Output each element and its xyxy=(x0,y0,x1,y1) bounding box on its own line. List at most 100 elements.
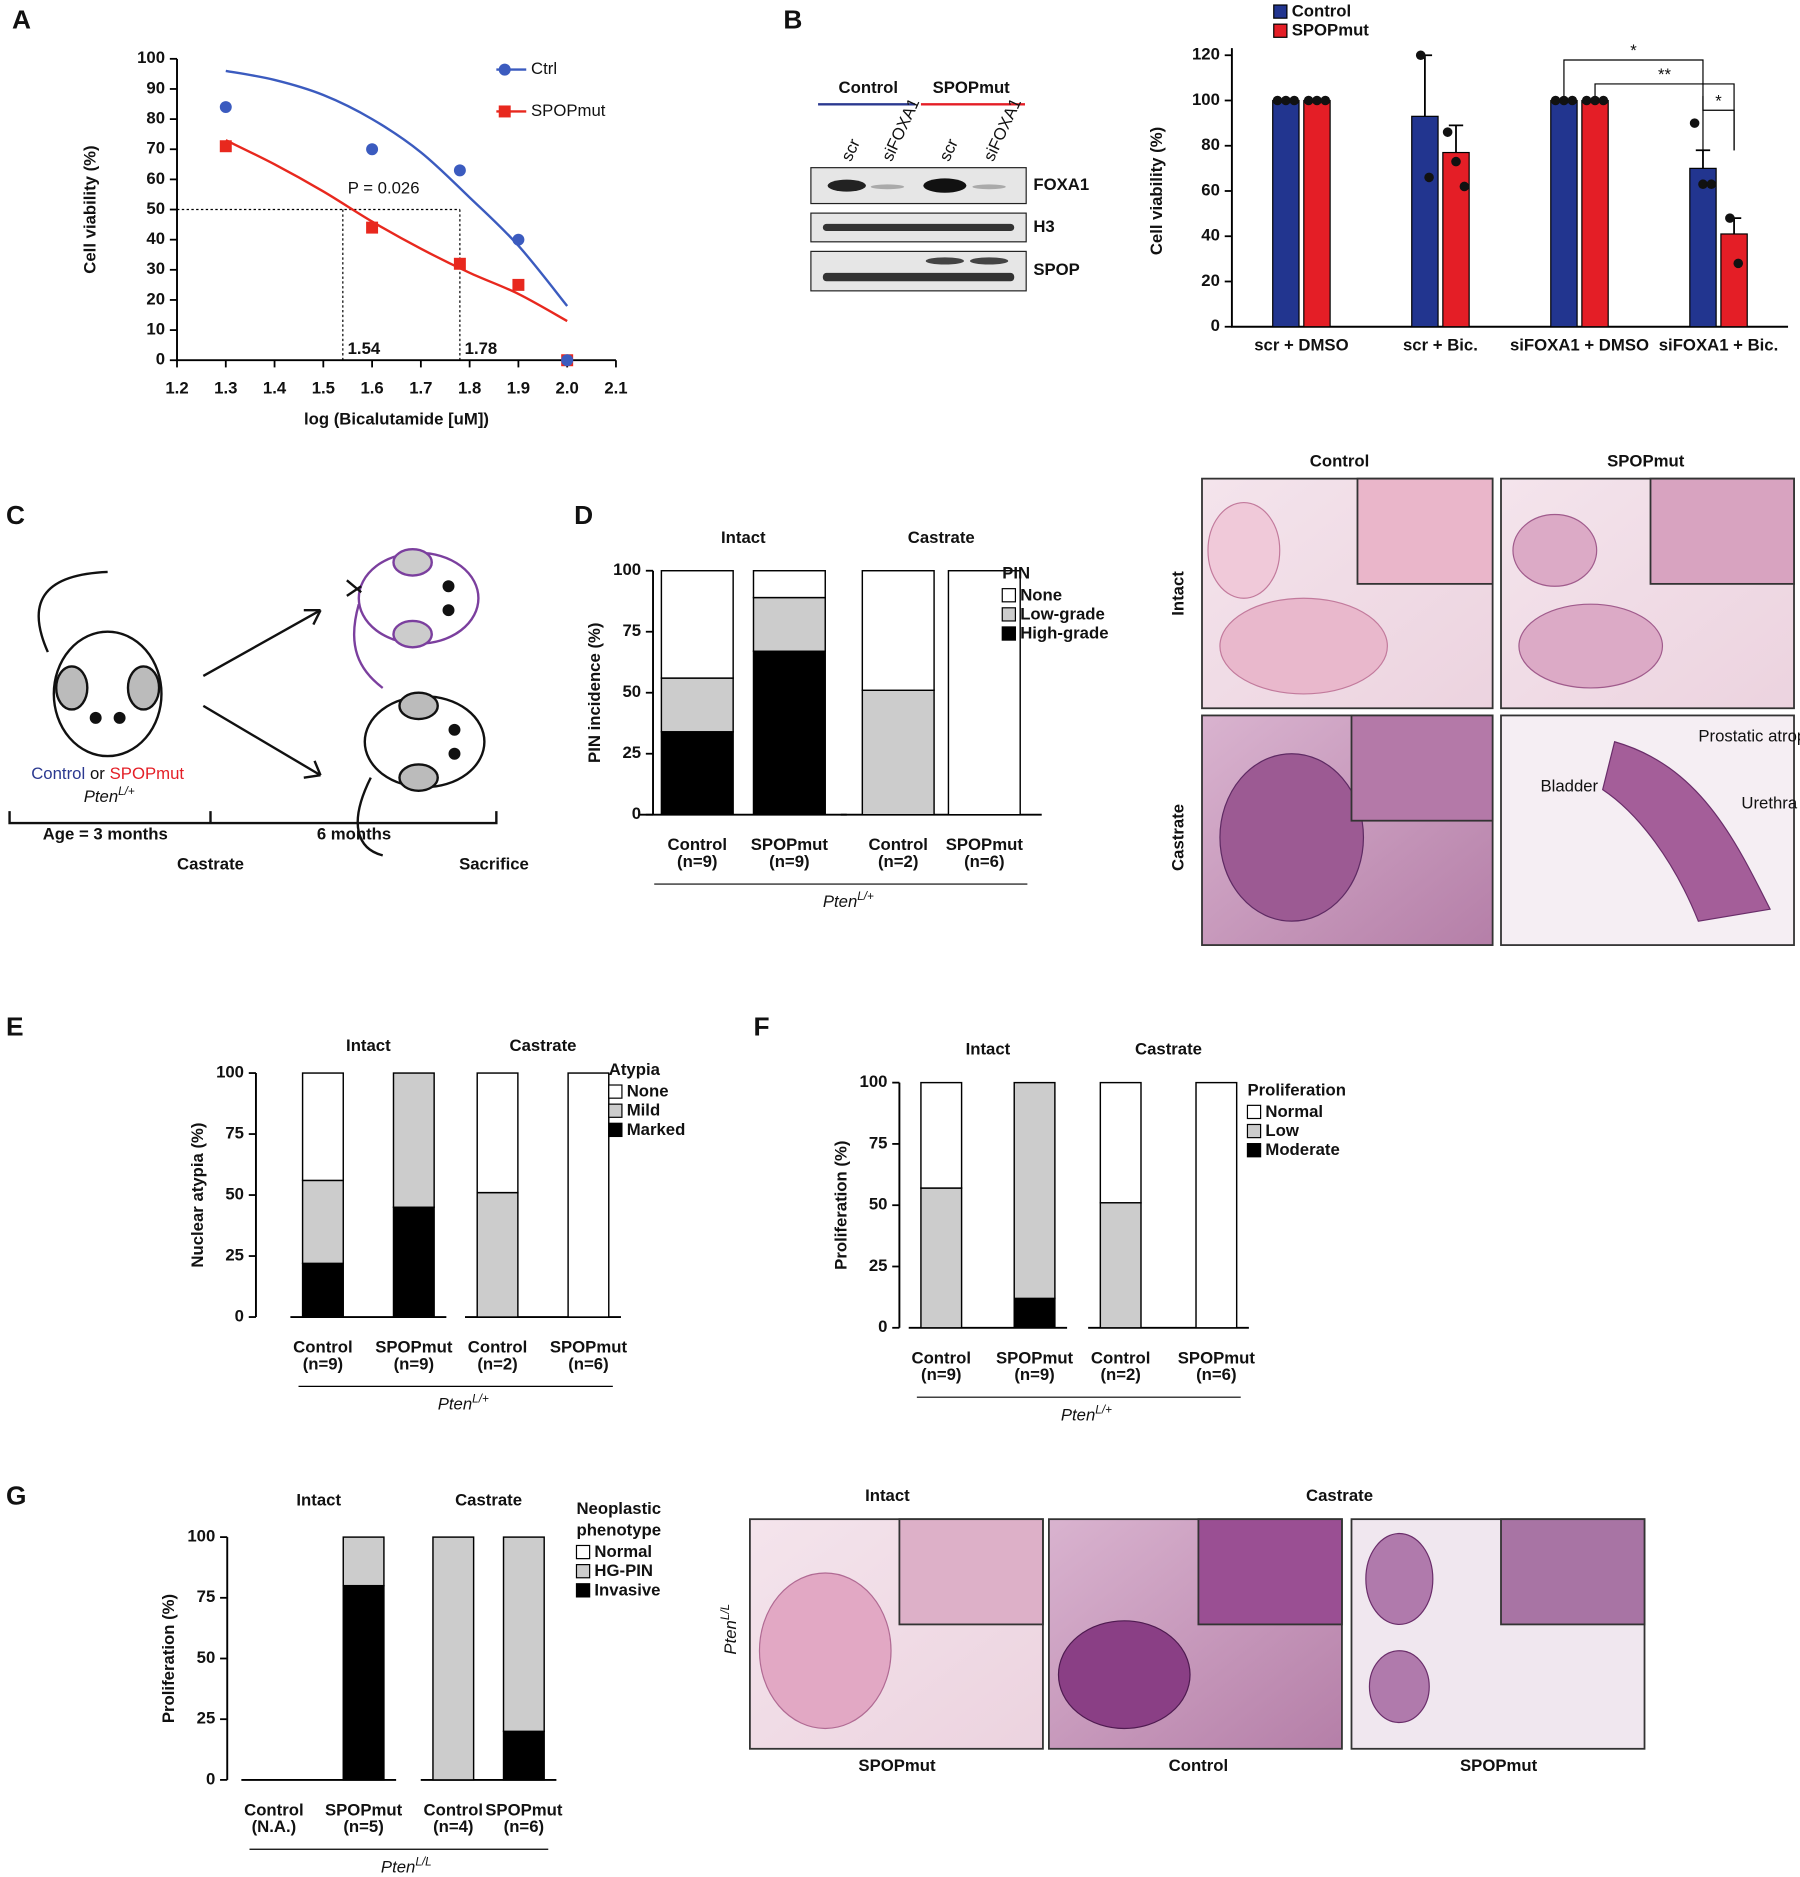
tissue xyxy=(758,1572,892,1730)
tissue xyxy=(1207,501,1281,599)
panel-label: C xyxy=(6,500,25,530)
mouse-ear xyxy=(392,619,433,649)
bar xyxy=(1272,99,1300,328)
bar-segment xyxy=(432,1536,475,1781)
y-tick-label: 0 xyxy=(1211,316,1220,335)
error-bar xyxy=(1695,149,1711,169)
or-label: or xyxy=(90,765,105,784)
y-tick-label: 100 xyxy=(187,1527,215,1546)
replicate-point xyxy=(1590,95,1600,106)
group-label: Castrate xyxy=(455,1491,522,1510)
legend-label: SPOPmut xyxy=(531,101,606,120)
footer-label: PtenL/+ xyxy=(438,1393,489,1414)
bar-segment xyxy=(301,1262,344,1318)
x-tick-label: 1.4 xyxy=(263,378,287,397)
error-bar xyxy=(1448,124,1464,153)
replicate-point xyxy=(1733,258,1744,269)
legend-label: Control xyxy=(1292,2,1352,21)
legend-label: Moderate xyxy=(1265,1140,1339,1159)
legend-swatch xyxy=(1001,607,1017,622)
bar-segment xyxy=(567,1072,610,1318)
replicate-point xyxy=(1415,50,1426,61)
y-tick-label: 75 xyxy=(197,1587,216,1606)
band xyxy=(822,272,1015,282)
y-tick-label: 90 xyxy=(146,78,165,97)
genotype-sup: L/+ xyxy=(1095,1403,1112,1416)
bar-segment xyxy=(920,1081,963,1189)
sacrifice-label: Sacrifice xyxy=(459,854,529,873)
tissue xyxy=(1518,603,1664,689)
data-point xyxy=(366,221,379,234)
data-point xyxy=(366,143,379,156)
y-tick-label: 75 xyxy=(622,621,641,640)
category-note: (n=9) xyxy=(394,1354,434,1373)
replicate-point xyxy=(1598,95,1609,106)
legend-swatch xyxy=(575,1564,591,1579)
legend-swatch xyxy=(1273,4,1288,19)
tissue xyxy=(1368,1650,1430,1724)
y-tick-label: 100 xyxy=(613,560,641,579)
tail xyxy=(356,777,384,857)
data-point xyxy=(453,257,466,270)
bar-segment xyxy=(1013,1297,1056,1329)
y-tick-label: 30 xyxy=(146,259,165,278)
band xyxy=(870,184,905,190)
y-axis-label: Cell viability (%) xyxy=(1147,127,1166,255)
bar xyxy=(1581,99,1609,328)
genotype-label: PtenL/+ xyxy=(84,785,135,806)
legend-label: Low-grade xyxy=(1020,604,1105,623)
bar-segment xyxy=(1099,1202,1142,1329)
genotype-base: Pten xyxy=(1061,1406,1095,1425)
y-tick-label: 10 xyxy=(146,320,165,339)
footer-label: PtenL/+ xyxy=(823,890,874,911)
header-label: Castrate xyxy=(1306,1486,1373,1505)
bar-segment xyxy=(752,650,826,816)
y-tick-label: 70 xyxy=(146,139,165,158)
ic50-label: 1.54 xyxy=(348,339,381,358)
group-label: Castrate xyxy=(1135,1040,1202,1059)
y-tick-label: 20 xyxy=(146,289,165,308)
replicate-point xyxy=(1303,95,1314,106)
y-tick-label: 0 xyxy=(156,350,165,369)
legend-label: Normal xyxy=(1265,1102,1323,1121)
inset xyxy=(898,1518,1044,1626)
bar xyxy=(1303,99,1331,328)
category-note: (n=2) xyxy=(878,852,918,871)
x-tick-label: 1.2 xyxy=(165,378,188,397)
bar xyxy=(1720,233,1748,328)
inset xyxy=(1197,1518,1343,1626)
replicate-point xyxy=(1559,95,1569,106)
blot-row-label: SPOP xyxy=(1033,260,1080,279)
group-label: Intact xyxy=(346,1036,391,1055)
y-tick-label: 25 xyxy=(197,1709,216,1728)
category-label: Control xyxy=(424,1800,484,1819)
data-point xyxy=(512,278,525,291)
category-note: (n=9) xyxy=(1014,1365,1054,1384)
genotype-base: Pten xyxy=(438,1395,472,1414)
category-label: SPOPmut xyxy=(375,1338,453,1357)
legend-label: Normal xyxy=(594,1542,652,1561)
bar-segment xyxy=(301,1072,344,1182)
genotype-line: Control or SPOPmut xyxy=(31,765,184,784)
mouse-eye xyxy=(442,604,455,617)
mouse-body xyxy=(52,630,163,758)
bar xyxy=(1411,115,1439,328)
bar-segment xyxy=(392,1206,435,1318)
legend-title: phenotype xyxy=(576,1521,661,1540)
panel-label: A xyxy=(12,5,31,35)
panel-label: D xyxy=(574,500,593,530)
bar-segment xyxy=(1099,1081,1142,1204)
blot-group: SPOPmut xyxy=(933,78,1011,97)
castrate-label: Castrate xyxy=(177,854,244,873)
legend-swatch xyxy=(1273,23,1288,38)
bar-segment xyxy=(502,1730,545,1781)
bar-segment xyxy=(476,1191,519,1318)
mouse-ear xyxy=(398,691,439,721)
replicate-point xyxy=(1451,156,1461,167)
error-bar xyxy=(1417,54,1433,117)
mouse-ear xyxy=(398,763,439,792)
category-note: (n=6) xyxy=(568,1354,608,1373)
mouse-schematic xyxy=(8,548,498,857)
significance-bracket xyxy=(1702,95,1735,151)
tissue xyxy=(1219,597,1388,695)
